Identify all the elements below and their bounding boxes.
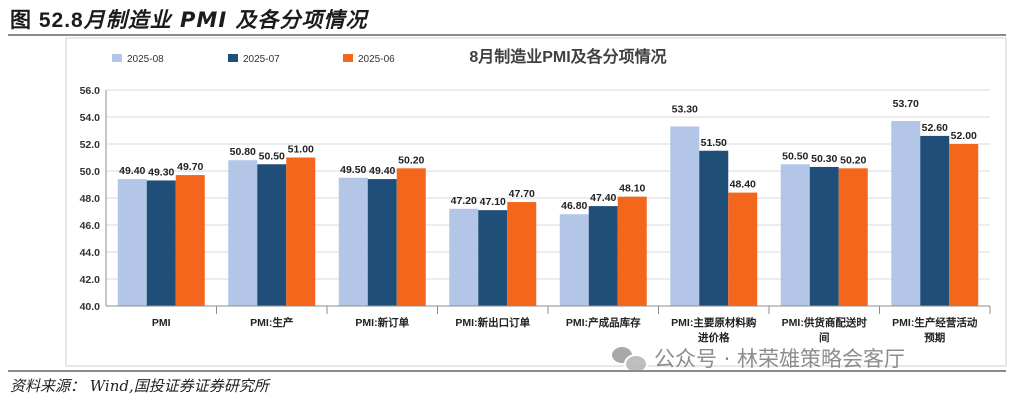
y-tick-label: 44.0: [80, 247, 101, 259]
x-tick-label: PMI:新出口订单: [455, 316, 530, 329]
y-tick-label: 46.0: [80, 220, 101, 232]
legend-label-2025-08: 2025-08: [127, 54, 164, 65]
figure-title: 图 52.8月制造业 PMI 及各分项情况: [10, 4, 367, 34]
data-label: 53.30: [672, 103, 698, 115]
x-tick-label: PMI:生产: [250, 316, 293, 329]
x-tick-label: PMI:主要原材料购: [671, 316, 756, 329]
bar-2025-07: [146, 180, 176, 306]
data-label: 47.40: [590, 192, 616, 204]
data-label: 52.60: [922, 122, 948, 134]
data-label: 49.50: [340, 164, 366, 176]
data-label: 50.50: [259, 150, 285, 162]
data-label: 49.40: [369, 165, 395, 177]
data-label: 47.10: [480, 196, 506, 208]
data-label: 52.00: [951, 130, 977, 142]
data-label: 50.20: [398, 154, 424, 166]
bar-2025-07: [809, 166, 839, 306]
bar-2025-08: [891, 121, 921, 306]
bar-2025-08: [449, 208, 479, 306]
bar-2025-08: [338, 177, 368, 306]
data-label: 51.00: [288, 144, 314, 156]
x-tick-label: 间: [819, 331, 830, 344]
y-axis: 40.0 42.0 44.0 46.0 48.0 50.0 52.0 54.0 56.0: [80, 85, 107, 313]
data-label: 50.30: [811, 153, 837, 165]
legend-label-2025-06: 2025-06: [358, 54, 395, 65]
bar-2025-06: [396, 168, 426, 306]
data-label: 49.40: [119, 165, 145, 177]
y-tick-label: 56.0: [80, 85, 101, 97]
x-tick-label: PMI:产成品库存: [566, 316, 641, 329]
data-label: 50.20: [840, 154, 866, 166]
watermark-text: 公众号 · 林荣雄策略会客厅: [654, 347, 906, 371]
y-tick-label: 50.0: [80, 166, 101, 178]
bar-2025-08: [670, 126, 700, 306]
x-axis: PMI PMI:生产 PMI:新订单 PMI:新出口订单 PMI:产成品库存 PMI:主要…: [106, 305, 991, 344]
legend-label-2025-07: 2025-07: [243, 54, 280, 65]
bar-2025-06: [728, 192, 758, 306]
data-label: 48.40: [730, 179, 756, 191]
x-tick-label: 进价格: [698, 331, 730, 344]
data-label: 47.20: [451, 195, 477, 207]
bar-2025-08: [559, 214, 589, 306]
x-tick-label: PMI: [152, 317, 171, 329]
bar-2025-08: [228, 160, 258, 306]
x-tick-label: 预期: [924, 331, 945, 344]
data-label: 50.50: [782, 150, 808, 162]
legend: 2025-08 2025-07 2025-06: [112, 54, 395, 65]
data-label: 50.80: [230, 146, 256, 158]
bar-2025-07: [588, 206, 618, 306]
source-note: 资料来源： Wind,国投证券证券研究所: [10, 377, 269, 395]
top-rule: [8, 34, 1006, 36]
y-tick-label: 54.0: [80, 112, 101, 124]
figure-heading: 月制造业 PMI 及各分项情况: [83, 8, 368, 32]
data-label: 46.80: [561, 200, 587, 212]
bar-2025-06: [507, 202, 537, 306]
y-tick-label: 40.0: [80, 301, 101, 313]
data-label: 49.70: [177, 161, 203, 173]
legend-swatch-2025-08: [112, 54, 122, 62]
data-label: 47.70: [509, 188, 535, 200]
y-tick-label: 52.0: [80, 139, 101, 151]
bar-2025-08: [780, 164, 810, 306]
data-label: 53.70: [893, 98, 919, 110]
figure-number: 图 52.8: [10, 9, 84, 32]
y-tick-label: 42.0: [80, 274, 101, 286]
bar-2025-07: [257, 164, 287, 306]
x-tick-label: PMI:新订单: [355, 316, 409, 329]
bars: [117, 121, 979, 306]
bar-2025-07: [367, 179, 397, 306]
data-label: 48.10: [619, 183, 645, 195]
bar-2025-07: [920, 135, 950, 306]
bar-2025-06: [617, 196, 647, 306]
bar-2025-08: [117, 179, 147, 306]
x-tick-label: PMI:供货商配送时: [782, 316, 868, 329]
watermark: 公众号 · 林荣雄策略会客厅: [612, 343, 906, 374]
bar-2025-07: [478, 210, 508, 306]
data-label: 49.30: [148, 166, 174, 178]
bottom-rule: [8, 370, 1006, 372]
bar-2025-06: [949, 144, 979, 306]
bar-2025-06: [838, 168, 868, 306]
bar-2025-06: [175, 175, 205, 306]
bar-2025-07: [699, 150, 729, 306]
y-tick-label: 48.0: [80, 193, 101, 205]
legend-swatch-2025-07: [228, 54, 238, 62]
legend-swatch-2025-06: [343, 54, 353, 62]
data-label: 51.50: [701, 137, 727, 149]
wechat-icon: [612, 345, 648, 374]
chart-frame: [65, 37, 1007, 367]
bar-2025-06: [286, 157, 316, 306]
chart-title: 8月制造业PMI及各分项情况: [469, 47, 666, 66]
x-tick-label: PMI:生产经营活动: [892, 316, 978, 329]
